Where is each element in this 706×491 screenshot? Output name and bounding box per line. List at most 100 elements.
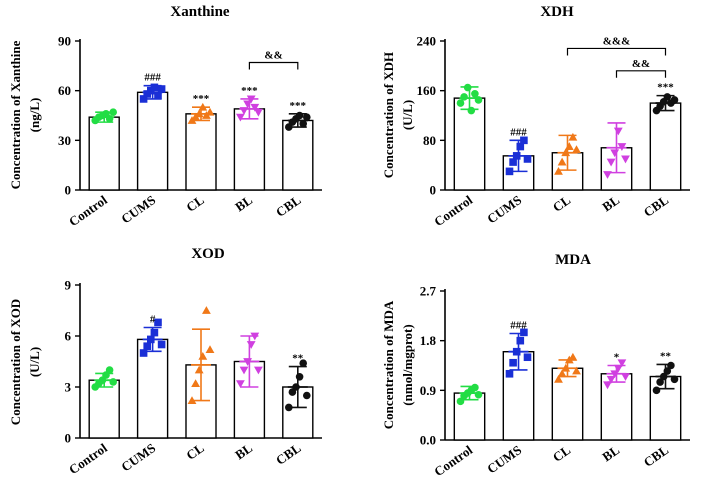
xanthine-xtick-label: CBL [273,192,304,220]
mda-point-cums [523,353,532,362]
xdh-point-cl [568,132,578,141]
mda-point-cums [512,347,521,356]
xanthine-bar-cbl [282,119,314,191]
xdh-ylabel-line: Concentration of XDH [381,52,396,178]
xdh-point-bl [613,127,623,136]
xanthine-point-cbl [299,119,308,128]
xod-point-cl [198,352,208,360]
xanthine-significance-cbl: *** [290,100,307,112]
xdh-point-cl [554,166,563,175]
xdh-point-cl [572,145,581,154]
xanthine-point-bl [236,113,245,122]
xod-point-cbl [292,383,300,391]
mda-point-control [474,390,483,399]
mda-xtick-label: CBL [641,442,672,470]
mda-title: MDA [555,252,591,268]
xanthine-bar-cums [136,91,169,191]
xdh-point-control [471,89,479,98]
xod-point-cl [205,345,215,353]
mda-point-bl [603,381,612,390]
xanthine-point-bl [239,107,249,115]
xdh-bracket-label: && [632,58,650,70]
xanthine-point-cbl [303,113,311,121]
mda-xtick-label: CL [550,442,574,465]
mda-xtick-label: CUMS [484,442,524,476]
panel-xanthine: Xanthine Concentration of Xanthine (ng/L) 0… [8,4,322,229]
xod-point-bl [246,341,256,349]
xanthine-ylabel-line: Concentration of Xanthine [8,40,23,189]
mda-point-cbl [652,386,661,395]
xdh-point-control [467,106,476,115]
mda-point-cl [561,363,571,372]
xanthine-point-cums [154,91,162,100]
xod-point-cl [194,365,204,374]
mda-point-bl [613,364,623,373]
xanthine-ytick-label: 60 [58,83,71,98]
xanthine-point-bl [246,95,256,104]
xod-point-cl [187,396,197,404]
mda-point-cums [509,358,517,367]
xdh-ytick-label: 240 [417,34,437,49]
xod-ytick-label: 6 [65,329,72,344]
mda-point-control [456,397,465,406]
xdh-ytick-label: 160 [417,83,437,98]
xod-point-bl [250,332,260,341]
xanthine-significance-cl: *** [193,93,210,105]
xanthine-point-control [109,108,117,116]
xod-point-cums [150,328,159,337]
mda-point-bl [617,359,627,368]
xdh-point-cl [564,142,574,150]
xod-point-cums [154,318,162,327]
xod-point-bl [236,380,245,388]
xod-ytick-label: 0 [65,431,72,446]
xanthine-ytick-label: 30 [58,133,71,148]
xdh-point-control [474,96,483,104]
xdh-significance-cums: ### [510,126,527,138]
xdh-point-cbl [663,93,672,101]
xdh-bracket [566,47,667,56]
mda-point-cl [557,369,567,378]
xanthine-xtick-label: BL [232,192,255,214]
xod-significance-cums: # [150,314,156,326]
mda-significance-cbl: ** [660,350,672,362]
xdh-ylabel-line: (U/L) [400,100,415,130]
xdh-point-bl [610,149,620,158]
xanthine-point-cbl [295,111,304,120]
xdh-point-bl [621,155,630,164]
mda-point-cums [520,328,528,337]
xod-point-cbl [285,403,293,412]
xdh-point-cums [512,152,521,160]
xod-point-cl [191,379,200,387]
xanthine-bracket-label: && [264,50,282,62]
xod-xtick-label: CUMS [118,440,158,474]
xanthine-bar-cl [185,113,217,191]
xod-point-cums [143,342,151,350]
mda-significance-cums: ### [510,319,527,331]
xod-ytick-label: 3 [65,380,72,395]
xanthine-bar-control [88,116,120,191]
xod-point-bl [243,358,252,366]
mda-ytick-label: 0.0 [420,433,436,448]
mda-point-cbl [667,361,675,370]
mda-point-cums [505,369,514,378]
xanthine-title: Xanthine [170,4,230,20]
xanthine-point-cums [139,95,148,103]
xdh-ytick-label: 0 [430,183,437,198]
xdh-ytick-label: 80 [423,133,436,148]
mda-ylabel-line: Concentration of MDA [381,300,396,429]
xdh-xtick-label: CL [550,192,574,215]
mda-ytick-label: 1.8 [420,333,437,348]
xod-point-bl [239,366,249,375]
xdh-point-cums [520,136,528,145]
mda-point-cbl [663,367,672,375]
xdh-point-cums [523,155,532,163]
mda-point-cl [554,374,563,383]
xod-xtick-label: CL [183,440,207,463]
mda-point-cbl [659,372,668,381]
mda-ytick-label: 2.7 [420,284,437,299]
xdh-point-bl [617,143,627,151]
xod-xtick-label: BL [232,440,255,462]
xod-point-cbl [295,373,304,381]
xanthine-bracket [248,61,299,70]
